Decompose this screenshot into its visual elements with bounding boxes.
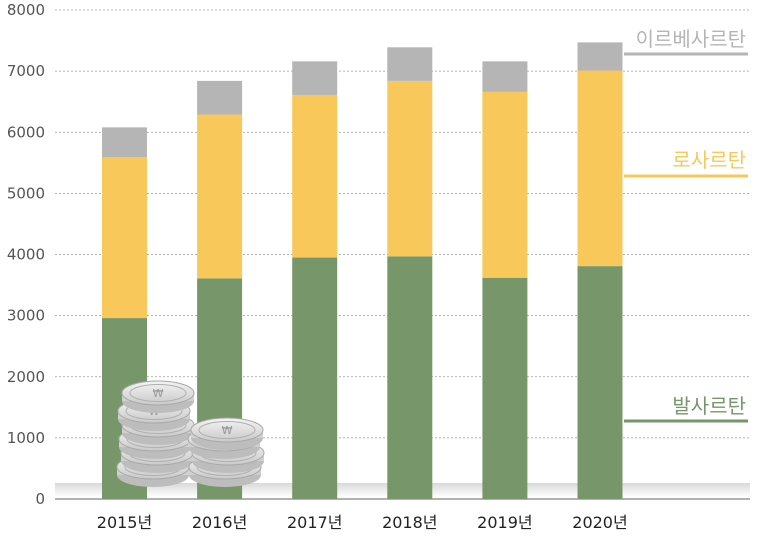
bar-segment [292,61,338,95]
x-tick-label: 2015년 [97,513,152,532]
bar-segment [197,114,243,279]
bar-segment [102,127,147,158]
bar-segment [482,277,528,499]
y-tick-label: 6000 [7,123,45,141]
legend: 발사르탄 로사르탄 이르베사르탄 [624,27,748,423]
y-tick-label: 4000 [7,246,45,264]
x-tick-label: 2017년 [287,513,342,532]
bar-segment [482,91,528,278]
legend-label: 로사르탄 [672,148,746,172]
x-tick-label: 2018년 [382,513,437,532]
y-tick-label: 3000 [7,307,45,325]
y-axis: 0 1000 2000 3000 4000 5000 6000 7000 8000 [7,1,750,508]
bar-segment [292,257,338,499]
x-tick-label: 2016년 [192,513,247,532]
bars [102,42,623,499]
bar-segment [577,266,623,499]
bar-segment [387,47,433,81]
bar-segment [577,70,623,267]
x-axis: 2015년 2016년 2017년 2018년 2019년 2020년 [97,513,628,532]
x-tick-label: 2019년 [477,513,532,532]
legend-label: 발사르탄 [672,394,746,418]
y-tick-label: 2000 [7,368,45,386]
y-tick-label: 7000 [7,62,45,80]
y-tick-label: 8000 [7,1,45,19]
bar-segment [577,42,623,71]
y-tick-label: 0 [35,490,45,508]
y-tick-label: 5000 [7,184,45,202]
y-tick-label: 1000 [7,429,45,447]
bar-segment [387,80,433,257]
x-tick-label: 2020년 [572,513,627,532]
bar-segment [197,80,243,115]
bar-segment [102,157,147,319]
legend-label: 이르베사르탄 [636,27,746,51]
bar-segment [482,61,528,92]
bar-segment [292,94,338,258]
bar-segment [387,256,433,499]
